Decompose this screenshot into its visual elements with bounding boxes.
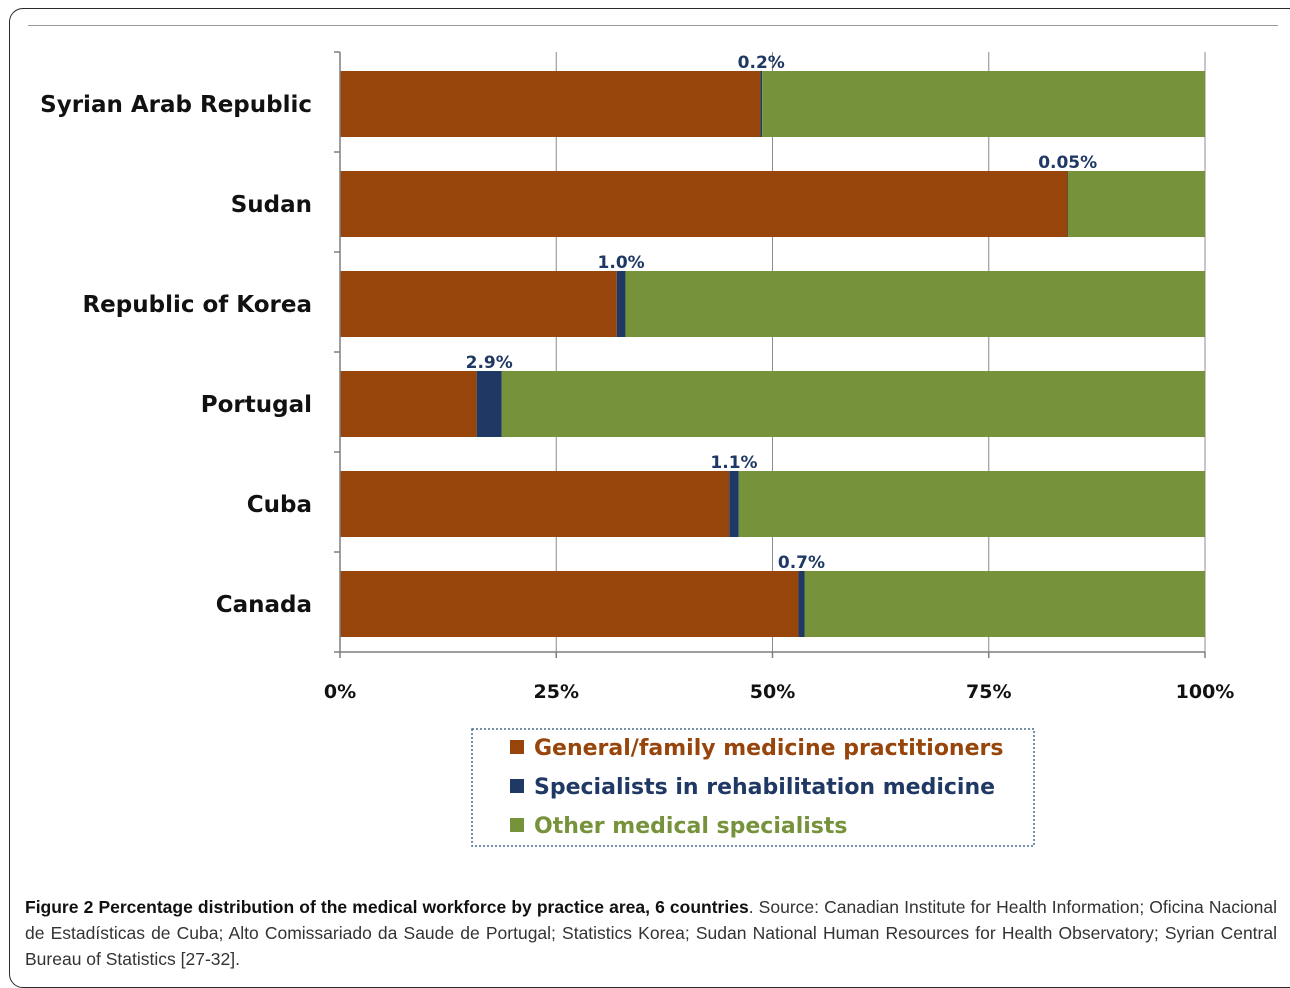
x-tick-label: 0% <box>324 681 356 703</box>
category-label: Syrian Arab Republic <box>40 92 312 118</box>
x-tick-label: 75% <box>966 681 1011 703</box>
bar-segment <box>340 171 1068 237</box>
x-tick-label: 100% <box>1176 681 1235 703</box>
legend-swatch <box>510 740 524 754</box>
figure-caption: Figure 2 Percentage distribution of the … <box>25 894 1277 972</box>
caption-text: . Source: Canadian Institute for Health … <box>25 897 1277 969</box>
legend-label: General/family medicine practitioners <box>534 736 1003 761</box>
bar-segment <box>1067 171 1205 237</box>
rehab-percent-label: 0.05% <box>1038 153 1097 173</box>
rehab-percent-label: 2.9% <box>466 353 513 373</box>
rehab-percent-label: 1.0% <box>598 253 645 273</box>
bar-segment <box>340 471 730 537</box>
bar-segment <box>476 371 502 437</box>
legend-swatch <box>510 779 524 793</box>
category-label: Canada <box>216 592 312 618</box>
category-label: Sudan <box>231 192 312 218</box>
legend-swatch <box>510 818 524 832</box>
bar-segment <box>762 71 1205 137</box>
category-label: Cuba <box>247 492 312 518</box>
bar-segment <box>340 71 761 137</box>
bar-segment <box>625 271 1205 337</box>
x-tick-labels: 0% 25% 50% 75% 100% <box>324 681 1234 703</box>
gridlines <box>555 52 1206 652</box>
x-tick-label: 25% <box>534 681 579 703</box>
rehab-percent-label: 0.2% <box>738 53 785 73</box>
axes <box>334 51 1206 658</box>
bar-segment <box>340 371 477 437</box>
rehab-percent-labels: 0.2% 0.05% 1.0% 2.9% 1.1% 0.7% <box>466 53 1098 573</box>
bar-segment <box>340 271 617 337</box>
category-label: Republic of Korea <box>82 292 312 318</box>
figure-top-rule <box>28 25 1278 26</box>
bar-segment <box>798 571 805 637</box>
caption-title: Percentage distribution of the medical w… <box>98 897 749 917</box>
bar-segment <box>340 571 799 637</box>
category-labels: Syrian Arab Republic Sudan Republic of Kor… <box>40 92 312 618</box>
bar-segment <box>738 471 1205 537</box>
legend-box <box>471 728 1035 847</box>
bar-segment <box>729 471 739 537</box>
bar-segment <box>760 71 763 137</box>
legend-label: Specialists in rehabilitation medicine <box>534 775 995 800</box>
legend: General/family medicine practitioners Spe… <box>471 728 1035 847</box>
rehab-percent-label: 0.7% <box>778 553 825 573</box>
legend-label: Other medical specialists <box>534 814 848 839</box>
bar-segment <box>501 371 1205 437</box>
rehab-percent-label: 1.1% <box>710 453 757 473</box>
stacked-bar-chart: Syrian Arab Republic Sudan Republic of Kor… <box>40 51 1234 847</box>
bar-segment <box>616 271 626 337</box>
bars <box>340 71 1205 637</box>
category-label: Portugal <box>201 392 312 418</box>
bar-segment <box>804 571 1205 637</box>
caption-label: Figure 2 <box>25 897 94 917</box>
x-tick-label: 50% <box>750 681 795 703</box>
